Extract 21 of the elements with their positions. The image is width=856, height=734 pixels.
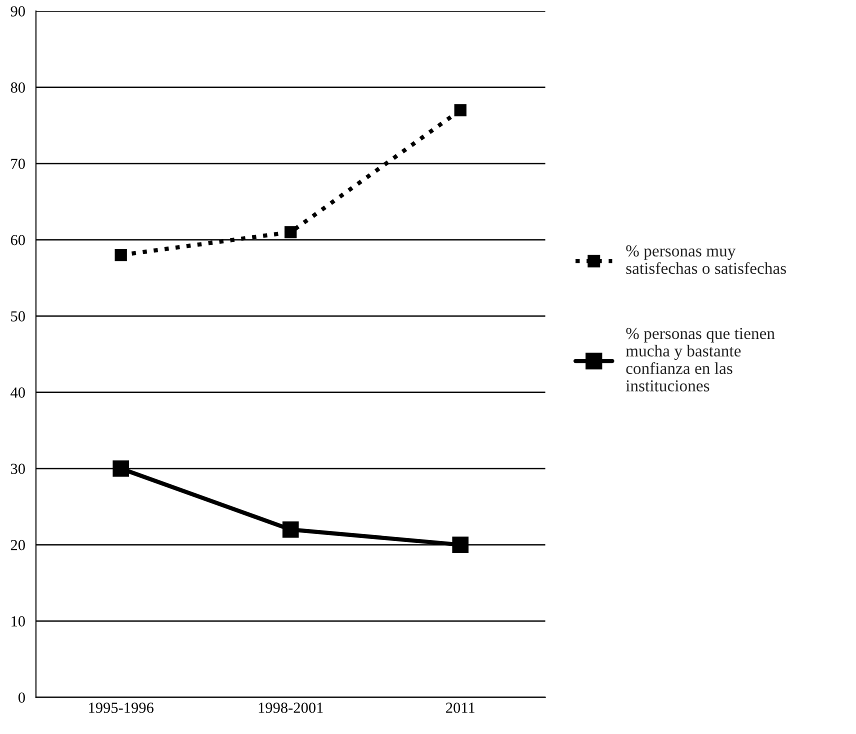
- point: [284, 226, 297, 238]
- y-tick-label: 10: [12, 616, 25, 626]
- legend-label: % personas que tienen mucha y bastante confianza en las instituciones: [626, 328, 775, 392]
- point: [112, 460, 129, 477]
- y-tick-label: 0: [18, 692, 25, 703]
- y-tick-label: 70: [11, 158, 25, 169]
- point: [282, 521, 299, 538]
- y-tick-label: 80: [10, 82, 25, 93]
- x-tick-label: 1998-2001: [258, 702, 323, 713]
- y-tick-label: 40: [10, 387, 25, 398]
- point: [452, 536, 469, 553]
- x-tick-label: 2011: [446, 702, 474, 713]
- y-tick-label: 60: [10, 234, 25, 246]
- legend-label: % personas muy satisfechas o satisfechas: [626, 245, 786, 274]
- y-tick-label: 30: [10, 464, 25, 474]
- y-tick-label: 20: [10, 540, 25, 550]
- y-tick-label: 50: [11, 311, 25, 322]
- y-tick-label: 90: [10, 6, 25, 16]
- point: [454, 104, 466, 116]
- x-tick-label: 1995-1996: [89, 702, 154, 713]
- point: [114, 248, 127, 262]
